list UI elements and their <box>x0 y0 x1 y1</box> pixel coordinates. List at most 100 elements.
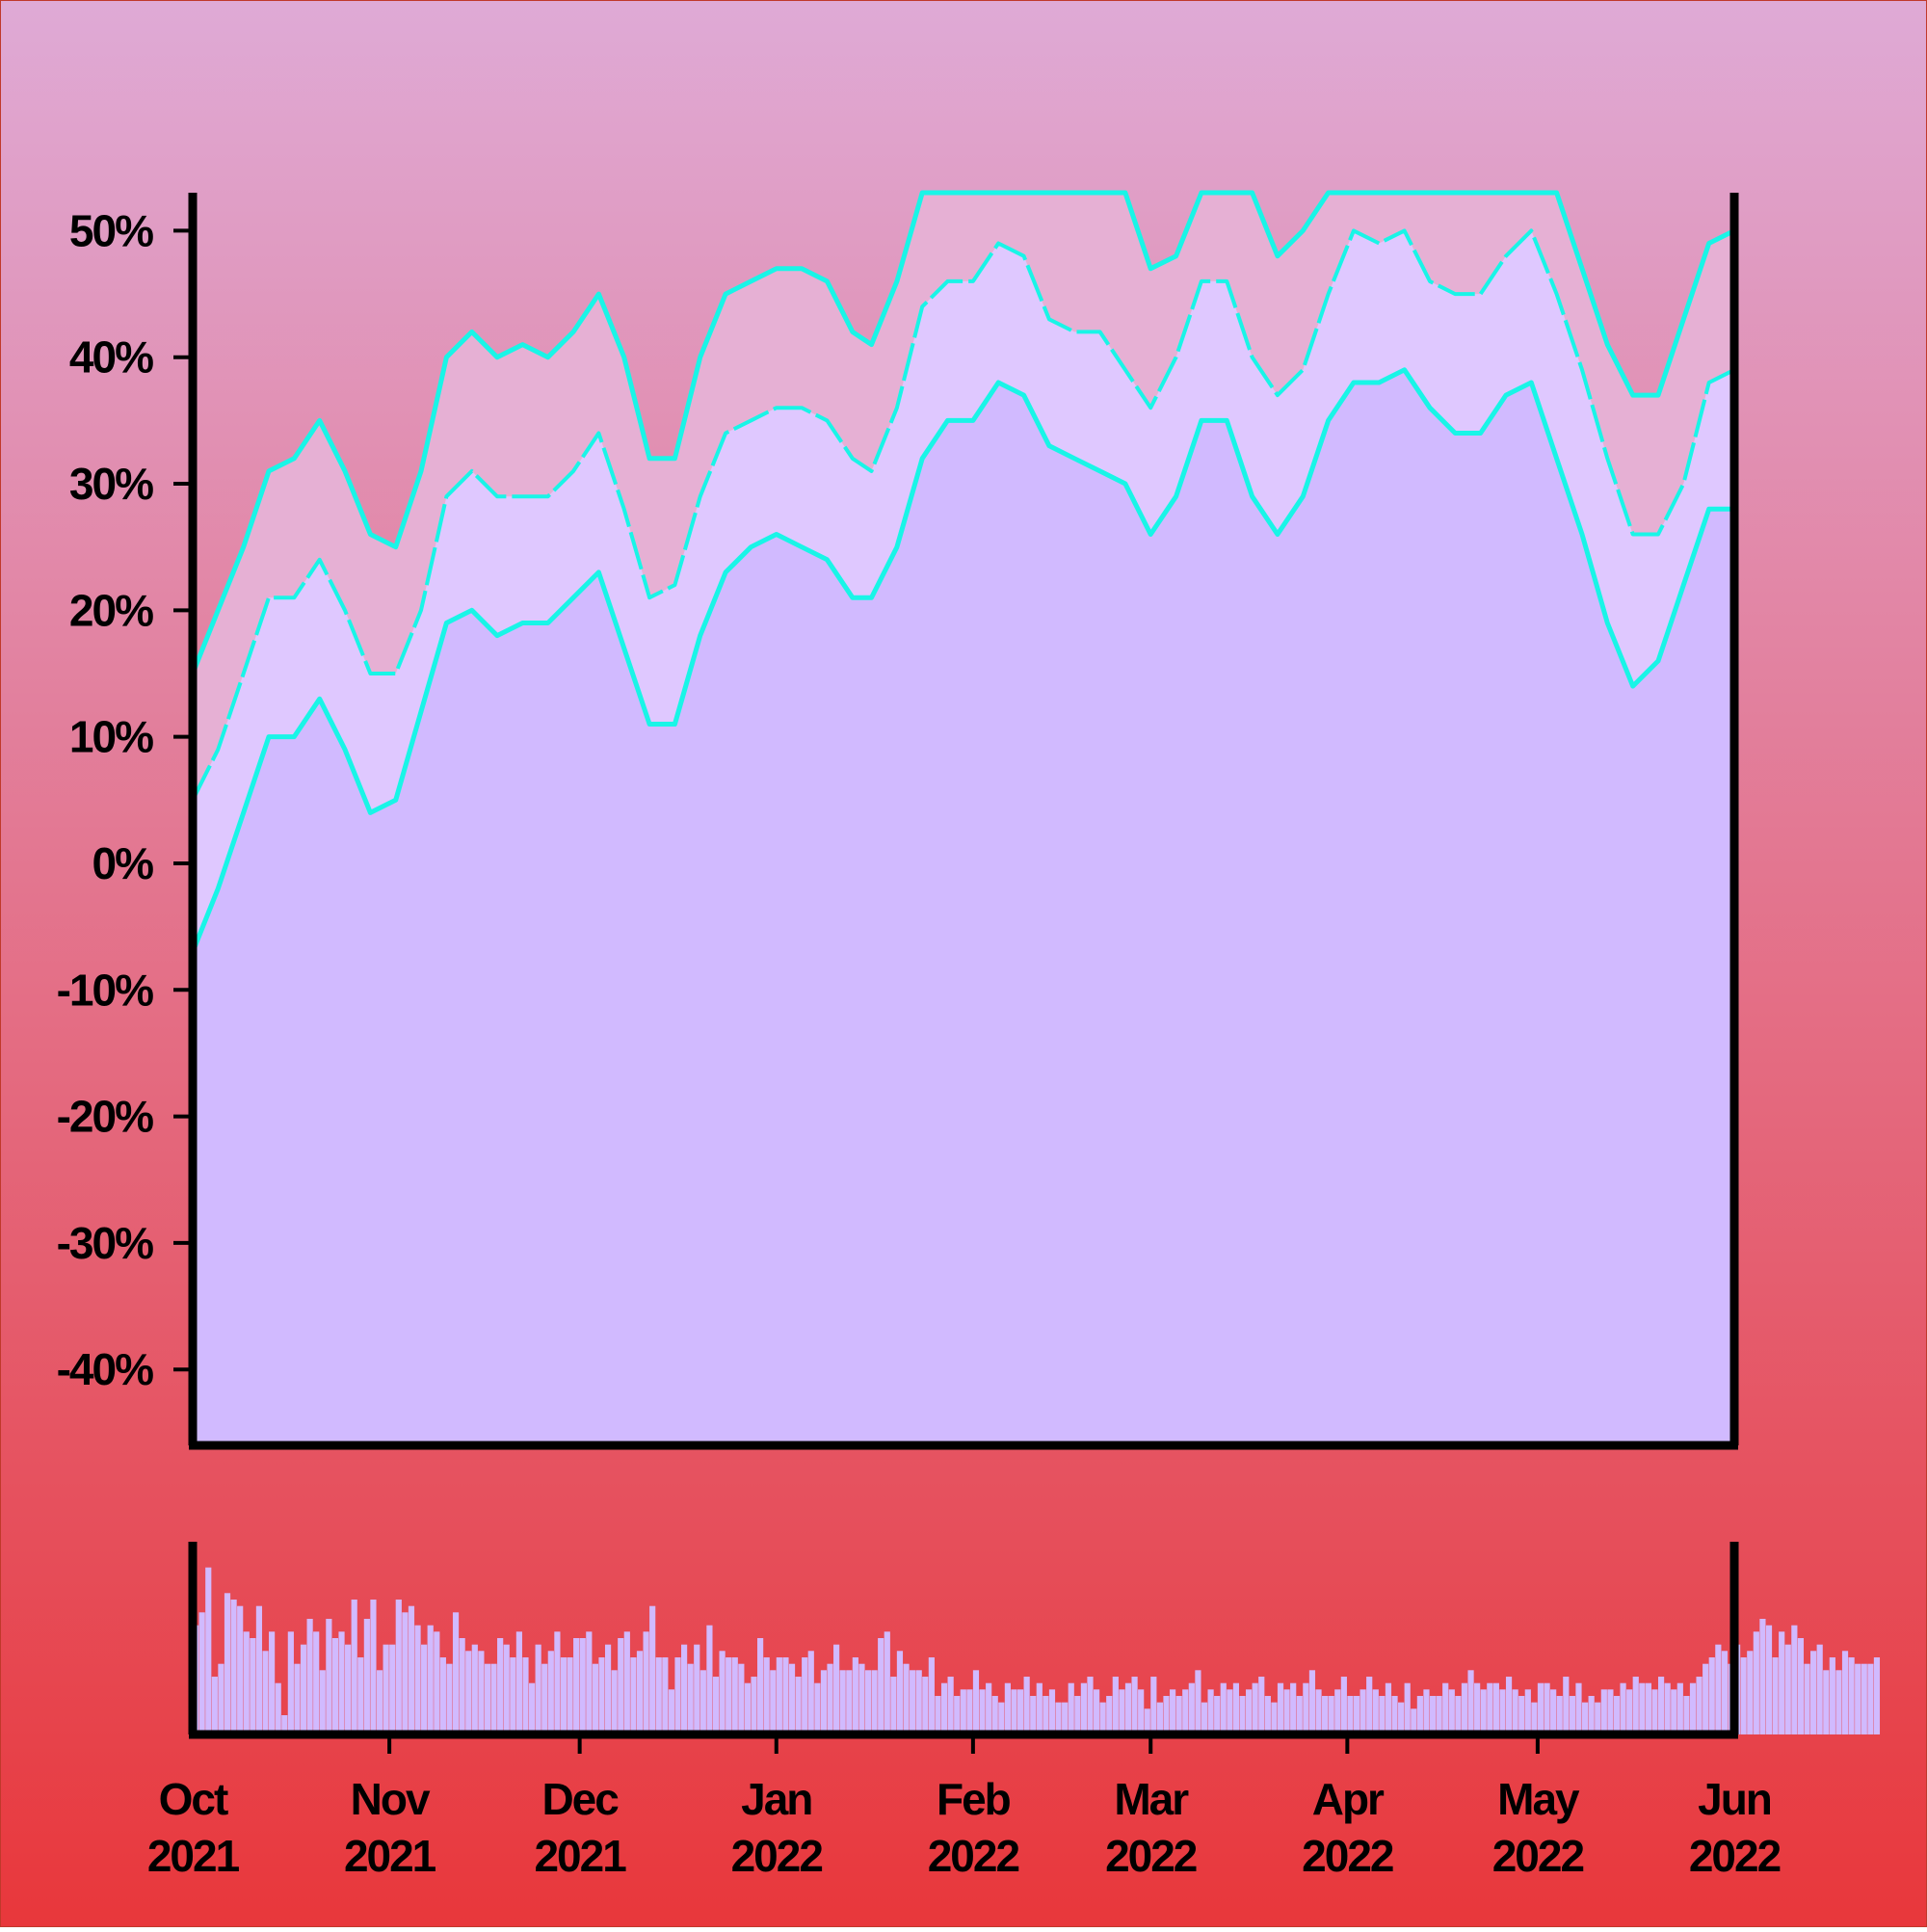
volume-bar <box>573 1638 580 1734</box>
volume-bar <box>1296 1696 1303 1734</box>
volume-bar <box>947 1677 954 1734</box>
volume-bar <box>998 1702 1005 1734</box>
volume-bar <box>1366 1677 1373 1734</box>
volume-bar <box>839 1670 846 1734</box>
volume-bar <box>421 1644 428 1734</box>
volume-bar <box>1150 1677 1157 1734</box>
volume-bar <box>1835 1670 1842 1734</box>
volume-bar <box>1303 1682 1309 1734</box>
volume-bar <box>966 1689 973 1734</box>
volume-bar <box>338 1631 345 1734</box>
volume-bar <box>402 1612 409 1734</box>
volume-bar <box>434 1631 440 1734</box>
volume-bar <box>954 1696 961 1734</box>
volume-bar <box>287 1631 294 1734</box>
volume-bar <box>922 1677 929 1734</box>
volume-bar <box>1068 1682 1074 1734</box>
volume-bar <box>1759 1619 1766 1734</box>
x-tick-label-month: Oct <box>159 1774 228 1824</box>
volume-bar <box>1264 1696 1271 1734</box>
volume-bar <box>1093 1689 1100 1734</box>
volume-bar <box>1779 1631 1785 1734</box>
volume-bar <box>1747 1651 1754 1734</box>
volume-bar <box>649 1605 656 1734</box>
volume-bar <box>510 1657 516 1734</box>
volume-bar <box>1639 1682 1646 1734</box>
volume-bar <box>1442 1682 1449 1734</box>
volume-bar <box>1595 1702 1601 1734</box>
volume-bar <box>541 1663 548 1734</box>
volume-bar <box>972 1670 980 1734</box>
volume-bar <box>446 1663 453 1734</box>
volume-bar <box>579 1638 586 1734</box>
volume-bar <box>1664 1682 1671 1734</box>
volume-bar <box>515 1631 522 1734</box>
volume-bar <box>1461 1682 1468 1734</box>
volume-bar <box>592 1663 598 1734</box>
volume-bar <box>1036 1682 1043 1734</box>
volume-bar <box>1308 1670 1316 1734</box>
volume-bar <box>871 1670 878 1734</box>
volume-bar <box>687 1663 694 1734</box>
volume-bar <box>281 1715 288 1734</box>
volume-bar <box>363 1619 370 1734</box>
volume-bar <box>757 1638 764 1734</box>
volume-bar <box>928 1657 935 1734</box>
volume-bar <box>1391 1696 1398 1734</box>
volume-bar <box>452 1612 460 1734</box>
volume-bar <box>1201 1702 1208 1734</box>
volume-bar <box>1030 1696 1037 1734</box>
volume-bar <box>560 1657 568 1734</box>
volume-bar <box>1220 1682 1227 1734</box>
volume-bar <box>1740 1657 1747 1734</box>
volume-bar <box>1416 1696 1423 1734</box>
volume-bar <box>547 1651 554 1734</box>
volume-bar <box>250 1638 256 1734</box>
volume-bar <box>414 1625 421 1734</box>
volume-bar <box>820 1670 828 1734</box>
volume-bar <box>1689 1682 1697 1734</box>
y-tick-label: 10% <box>69 712 153 762</box>
x-tick-label-month: Apr <box>1312 1774 1385 1824</box>
volume-bar <box>802 1657 808 1734</box>
volume-bar <box>1271 1702 1278 1734</box>
volume-bar <box>1708 1657 1715 1734</box>
volume-bar <box>1703 1663 1709 1734</box>
volume-bar <box>630 1657 637 1734</box>
volume-bar <box>275 1682 281 1734</box>
volume-bar <box>1423 1689 1430 1734</box>
volume-bar <box>230 1600 237 1734</box>
volume-plot <box>188 1542 1881 1739</box>
volume-bar <box>1861 1663 1867 1734</box>
x-tick-label-month: Jun <box>1698 1774 1771 1824</box>
volume-bar <box>1671 1689 1677 1734</box>
volume-bar <box>915 1670 922 1734</box>
volume-bar <box>1169 1689 1176 1734</box>
volume-bar <box>910 1670 916 1734</box>
volume-bar <box>218 1663 224 1734</box>
volume-bar <box>262 1651 269 1734</box>
volume-bar <box>1334 1689 1341 1734</box>
x-axis: Oct 2021 Nov 2021 Dec 2021 Jan 2022 Feb 2022 Mar 20… <box>147 1734 1782 1881</box>
volume-bar <box>1055 1702 1062 1734</box>
volume-bar <box>503 1644 510 1734</box>
volume-bar <box>1011 1689 1017 1734</box>
x-tick-label-year: 2021 <box>147 1831 240 1881</box>
x-tick-label-year: 2022 <box>1105 1831 1197 1881</box>
volume-bar <box>1753 1631 1759 1734</box>
volume-bar <box>1823 1670 1830 1734</box>
y-tick-label: 0% <box>92 838 154 888</box>
volume-bar <box>795 1677 802 1734</box>
volume-bar <box>1620 1682 1626 1734</box>
volume-bar <box>1784 1644 1791 1734</box>
x-tick-label-month: Jan <box>741 1774 811 1824</box>
volume-bar <box>1283 1689 1290 1734</box>
volume-bar <box>731 1657 738 1734</box>
volume-bar <box>1765 1625 1773 1734</box>
volume-bar <box>1239 1696 1246 1734</box>
volume-bar <box>1791 1625 1798 1734</box>
volume-bar <box>681 1644 688 1734</box>
volume-bar <box>459 1638 465 1734</box>
x-tick-label-year: 2022 <box>1689 1831 1781 1881</box>
volume-bar <box>465 1651 472 1734</box>
